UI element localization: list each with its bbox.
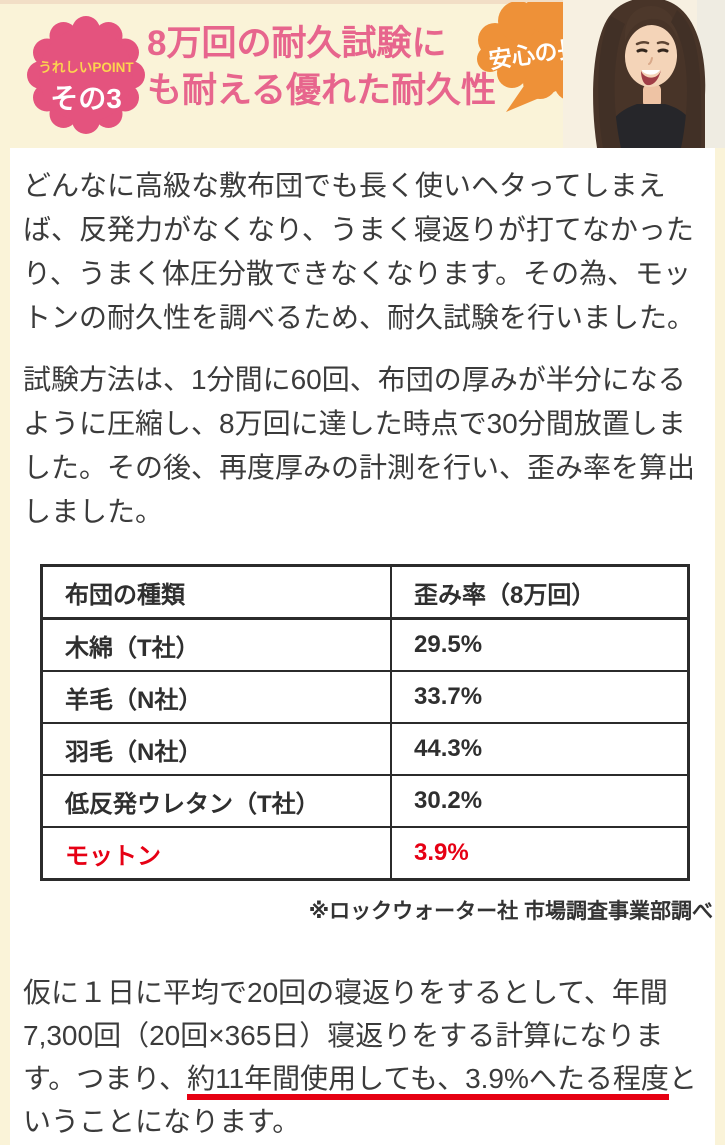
table-row: 羽毛（N社） 44.3% [40, 722, 690, 776]
badge-label-number: その3 [50, 83, 122, 114]
conclusion-text-before: 仮に１日に平均で20回の寝返りをするとして、年間7,300回（20回×365日）… [23, 977, 668, 1094]
rate-cell: 29.5% [390, 617, 690, 672]
futon-type-cell: モットン [40, 826, 392, 881]
conclusion-underlined-text: 約11年間使用しても、3.9%へたる程度 [187, 1063, 669, 1100]
distortion-rate-table: 布団の種類 歪み率（8万回） 木綿（T社） 29.5% 羊毛（N社） 33.7%… [40, 564, 690, 881]
top-edge-divider [0, 0, 725, 4]
badge-label-point: うれしいPOINT [38, 60, 134, 75]
table-source-note: ※ロックウォーター社 市場調査事業部調べ [308, 900, 713, 923]
table-row: 木綿（T社） 29.5% [40, 617, 690, 672]
header-banner: うれしいPOINT その3 8万回の耐久試験に も耐える優れた耐久性 安心の長持… [0, 0, 725, 148]
paragraph-test-method: 試験方法は、1分間に60回、布団の厚みが半分になるように圧縮し、8万回に達した時… [23, 364, 696, 527]
futon-type-cell: 羽毛（N社） [40, 722, 392, 776]
table-row-motton-highlight: モットン 3.9% [40, 826, 690, 881]
rate-cell: 3.9% [390, 826, 690, 881]
flower-badge-shape [27, 16, 145, 134]
conclusion-text-after: ということになります。 [23, 1063, 697, 1137]
futon-type-cell: 羊毛（N社） [40, 670, 392, 724]
rate-cell: 30.2% [390, 774, 690, 828]
point-badge: うれしいPOINT その3 [27, 16, 145, 134]
column-header-futon-type: 布団の種類 [40, 564, 392, 620]
column-header-distortion-rate: 歪み率（8万回） [390, 564, 690, 620]
table-header-row: 布団の種類 歪み率（8万回） [40, 564, 690, 620]
table-row: 低反発ウレタン（T社） 30.2% [40, 774, 690, 828]
paragraph-durability-intro: どんなに高級な敷布団でも長く使いヘタってしまえば、反発力がなくなり、うまく寝返り… [23, 170, 696, 333]
paragraph-conclusion: 仮に１日に平均で20回の寝返りをするとして、年間7,300回（20回×365日）… [23, 971, 703, 1143]
page-title: 8万回の耐久試験に も耐える優れた耐久性 [147, 24, 496, 110]
content-panel: どんなに高級な敷布団でも長く使いヘタってしまえば、反発力がなくなり、うまく寝返り… [10, 148, 715, 1145]
woman-photo [563, 0, 725, 148]
futon-type-cell: 木綿（T社） [40, 617, 392, 672]
futon-type-cell: 低反発ウレタン（T社） [40, 774, 392, 828]
table-row: 羊毛（N社） 33.7% [40, 670, 690, 724]
rate-cell: 44.3% [390, 722, 690, 776]
rate-cell: 33.7% [390, 670, 690, 724]
